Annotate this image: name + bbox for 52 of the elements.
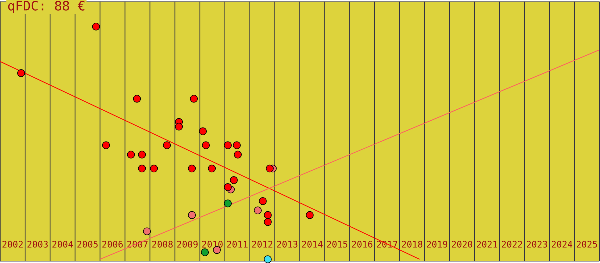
point <box>208 164 216 173</box>
x-tick-label: 2021 <box>477 240 498 248</box>
point <box>266 164 274 173</box>
point <box>175 122 184 131</box>
point <box>230 176 238 184</box>
point <box>190 95 198 103</box>
point <box>224 200 232 208</box>
point <box>224 142 232 150</box>
x-tick-label: 2015 <box>327 240 348 248</box>
point <box>138 164 146 173</box>
point <box>127 150 136 159</box>
point <box>202 142 210 150</box>
point <box>234 150 242 159</box>
x-tick-label: 2009 <box>178 240 198 248</box>
point <box>224 183 232 192</box>
point <box>306 211 314 220</box>
point <box>233 142 241 150</box>
x-tick-label: 2023 <box>527 240 548 248</box>
point <box>133 95 142 103</box>
x-tick-label: 2012 <box>252 240 273 248</box>
x-tick-label: 2025 <box>576 240 598 248</box>
point <box>254 206 262 214</box>
point <box>102 142 110 150</box>
x-tick-label: 2006 <box>102 240 123 248</box>
point <box>188 211 196 220</box>
x-tick-label: 2008 <box>152 240 173 248</box>
point <box>264 218 272 226</box>
point <box>92 22 100 31</box>
point <box>150 164 158 173</box>
point <box>17 69 26 78</box>
point <box>163 142 172 150</box>
x-tick-label: 2016 <box>352 240 373 248</box>
x-tick-label: 2002 <box>2 240 23 248</box>
point <box>264 211 272 220</box>
point <box>143 228 152 236</box>
x-tick-label: 2004 <box>52 240 74 248</box>
point <box>138 150 146 159</box>
chart-title: qFDC: 88 € <box>8 0 85 14</box>
x-tick-label: 2018 <box>402 240 423 248</box>
point <box>199 128 208 136</box>
x-tick-label: 2005 <box>78 240 98 248</box>
point <box>188 164 196 173</box>
x-tick-label: 2010 <box>202 240 223 248</box>
x-tick-label: 2022 <box>502 240 522 248</box>
x-tick-label: 2024 <box>552 240 573 248</box>
x-tick-label: 2003 <box>28 240 48 248</box>
x-tick-label: 2011 <box>227 240 248 248</box>
x-tick-label: 2013 <box>277 240 298 248</box>
x-tick-label: 2019 <box>427 240 448 248</box>
point <box>259 197 267 206</box>
x-tick-label: 2020 <box>452 240 473 248</box>
x-tick-label: 2014 <box>302 240 323 248</box>
